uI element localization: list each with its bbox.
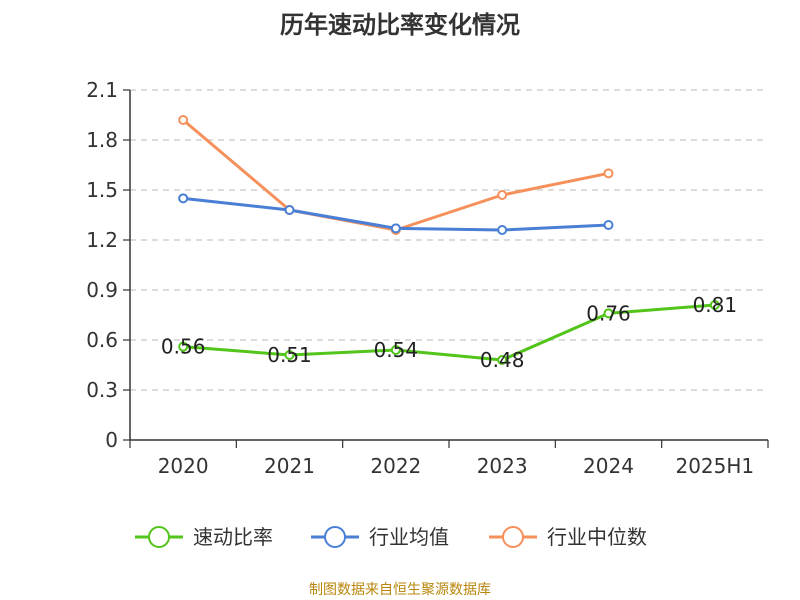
data-point	[497, 355, 508, 365]
x-tick-label: 2023	[477, 454, 528, 478]
x-tick-label: 2021	[264, 454, 315, 478]
legend-marker	[148, 526, 170, 548]
axes: 0 0.3 0.6 0.9 1.2 1.5 1.8 2.1 2020 2021 2022 2023 20…	[86, 78, 769, 478]
x-tick-label: 2024	[583, 454, 634, 478]
y-tick-label: 0.6	[86, 328, 118, 352]
legend: 速动比率 行业均值 行业中位数	[135, 525, 647, 549]
data-point	[709, 300, 720, 310]
data-label: 0.81	[693, 293, 738, 317]
series-line	[182, 118, 609, 232]
data-point	[284, 205, 295, 215]
data-point	[603, 220, 614, 230]
data-point	[497, 225, 508, 235]
series-line	[183, 303, 715, 362]
data-point	[603, 168, 614, 179]
y-tick-label: 1.5	[86, 178, 118, 202]
legend-marker	[324, 526, 346, 548]
source-note: 制图数据来自恒生聚源数据库	[309, 582, 491, 598]
y-tick-label: 0	[105, 428, 118, 452]
data-label: 0.54	[374, 338, 419, 362]
y-tick-label: 0.9	[86, 278, 118, 302]
y-tick-label: 0.3	[86, 378, 118, 402]
data-point	[390, 223, 401, 234]
legend-marker	[502, 526, 524, 548]
x-tick-label: 2020	[158, 454, 209, 478]
data-labels: 0.56 0.51 0.54 0.48 0.76 0.81	[161, 293, 737, 372]
data-label: 0.48	[480, 348, 525, 372]
grid-lines	[130, 89, 764, 391]
data-point	[284, 350, 295, 360]
data-point	[603, 308, 614, 319]
data-point	[178, 341, 189, 352]
x-tick-label: 2025H1	[675, 454, 754, 478]
data-point	[178, 193, 189, 204]
legend-item[interactable]: 速动比率	[135, 525, 273, 549]
y-tick-label: 1.8	[86, 128, 118, 152]
legend-label: 行业中位数	[547, 525, 647, 549]
data-label: 0.76	[586, 301, 631, 325]
data-point	[390, 345, 401, 355]
data-point	[497, 190, 508, 200]
series-layer	[178, 115, 720, 365]
chart-title: 历年速动比率变化情况	[280, 11, 520, 39]
data-point	[178, 115, 189, 125]
y-tick-label: 2.1	[86, 78, 118, 102]
legend-item[interactable]: 行业中位数	[489, 525, 647, 549]
legend-item[interactable]: 行业均值	[311, 525, 449, 549]
legend-label: 行业均值	[369, 525, 449, 549]
x-tick-label: 2022	[370, 454, 421, 478]
y-tick-label: 1.2	[86, 228, 118, 252]
data-label: 0.56	[161, 335, 206, 359]
legend-label: 速动比率	[193, 525, 273, 549]
data-label: 0.51	[267, 343, 312, 367]
